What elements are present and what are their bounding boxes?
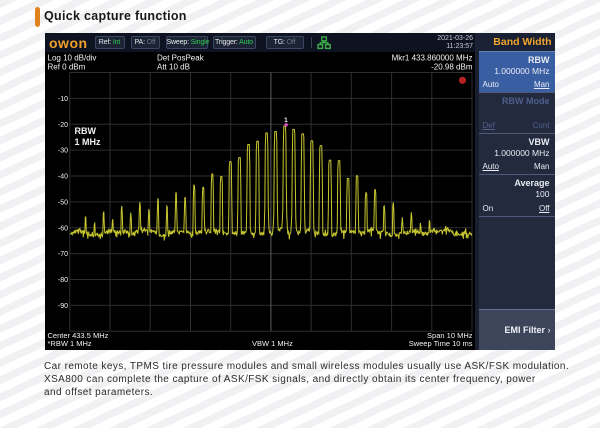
svg-text:RBW: RBW xyxy=(75,126,97,136)
svg-text:1 MHz: 1 MHz xyxy=(75,137,102,147)
svg-text:-80: -80 xyxy=(58,277,68,284)
svg-text:Det PosPeak: Det PosPeak xyxy=(157,54,205,63)
svg-text:Log 10 dB/div: Log 10 dB/div xyxy=(48,54,97,63)
svg-text:-70: -70 xyxy=(58,251,68,258)
svg-text:-20.98 dBm: -20.98 dBm xyxy=(431,63,473,72)
svg-text:*RBW 1 MHz: *RBW 1 MHz xyxy=(48,339,92,348)
svg-text:Ref 0 dBm: Ref 0 dBm xyxy=(48,63,86,72)
svg-text:VBW 1 MHz: VBW 1 MHz xyxy=(252,339,293,348)
svg-text:-90: -90 xyxy=(58,303,68,310)
svg-text:Sweep Time 10 ms: Sweep Time 10 ms xyxy=(409,339,473,348)
svg-text:Center 433.5 MHz: Center 433.5 MHz xyxy=(48,331,109,340)
svg-text:1: 1 xyxy=(284,117,288,124)
svg-text:-60: -60 xyxy=(58,225,68,232)
svg-text:-20: -20 xyxy=(58,122,68,129)
svg-text:-40: -40 xyxy=(58,174,68,181)
svg-text:-10: -10 xyxy=(58,96,68,103)
svg-text:-30: -30 xyxy=(58,148,68,155)
svg-text:Att 10 dB: Att 10 dB xyxy=(157,63,190,72)
svg-text:-50: -50 xyxy=(58,199,68,206)
svg-text:Mkr1 433.860000 MHz: Mkr1 433.860000 MHz xyxy=(392,54,473,63)
svg-text:Span 10 MHz: Span 10 MHz xyxy=(427,331,473,340)
